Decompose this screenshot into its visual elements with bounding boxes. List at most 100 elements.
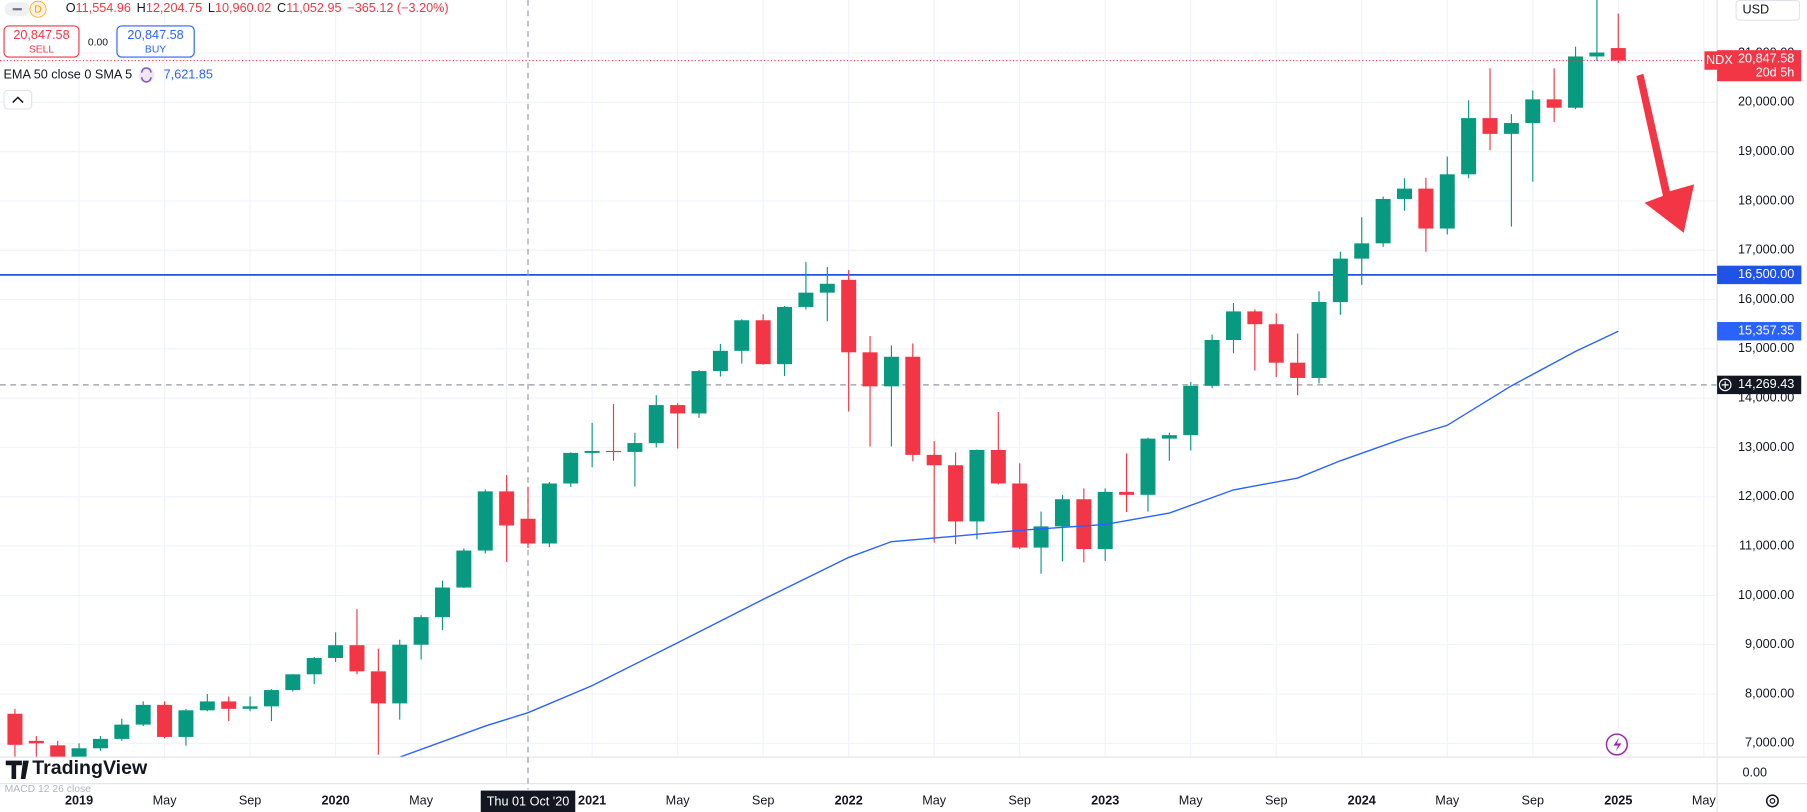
- sell-button[interactable]: [3, 25, 80, 58]
- ohlc-label: L: [208, 2, 215, 16]
- candle-body: [1033, 526, 1049, 548]
- macd-zero: 0.00: [1742, 766, 1767, 780]
- y-tick-label: 20,000.00: [1738, 95, 1794, 109]
- logo-mark: [5, 760, 29, 780]
- indicator-name: EMA 50 close 0 SMA 5: [3, 67, 132, 81]
- collapse-icon: [12, 96, 24, 104]
- candle-body: [969, 449, 985, 522]
- annotation-arrow: [1636, 73, 1695, 233]
- candle-body: [1375, 198, 1391, 244]
- y-tick-label: 17,000.00: [1738, 243, 1794, 257]
- crosshair-price-box: [1717, 375, 1802, 395]
- candle-body: [606, 450, 622, 453]
- candle-body: [392, 644, 408, 704]
- y-tick-label: 9,000.00: [1745, 637, 1794, 651]
- buy-price: 20,847.58: [127, 28, 183, 42]
- interval: D: [34, 5, 41, 16]
- x-tick-label: 2022: [835, 793, 863, 807]
- y-tick-label: 19,000.00: [1738, 144, 1794, 158]
- sell-price: 20,847.58: [13, 28, 69, 42]
- crosshair-time-box: [480, 790, 576, 812]
- settings-icon[interactable]: [1765, 794, 1779, 808]
- crosshair-price-label: 14,269.43: [1738, 377, 1794, 391]
- macd-label: MACD 12 26 close: [5, 784, 92, 795]
- last-price-countdown: 20d 5h: [1756, 66, 1795, 80]
- candle-body: [670, 405, 686, 414]
- x-tick-label: 2025: [1604, 793, 1632, 807]
- candle-body: [691, 371, 707, 414]
- candle-body: [434, 587, 450, 618]
- buy-button[interactable]: [116, 25, 195, 58]
- candle-body: [50, 745, 66, 758]
- candle-body: [1204, 339, 1220, 386]
- candle-body: [883, 356, 899, 387]
- x-tick-label: 2024: [1348, 793, 1376, 807]
- ema-label-box: [1717, 322, 1802, 341]
- candle-body: [1097, 491, 1113, 550]
- candle-body: [178, 710, 194, 737]
- collapse-button[interactable]: [3, 89, 33, 110]
- y-tick-label: 12,000.00: [1738, 489, 1794, 503]
- candle-body: [1439, 174, 1455, 229]
- candle-body: [157, 704, 173, 737]
- x-tick-label: 2020: [322, 793, 350, 807]
- candle-body: [1290, 362, 1306, 378]
- candle-body: [28, 740, 44, 744]
- price-label-box: [1717, 265, 1802, 285]
- candle-body: [1397, 188, 1412, 199]
- x-tick-label: May: [922, 793, 947, 807]
- y-tick-label: 10,000.00: [1738, 588, 1794, 602]
- candle-body: [563, 452, 579, 484]
- candle-body: [1332, 258, 1348, 303]
- x-tick-label: Sep: [239, 793, 262, 807]
- logo: TradingView: [32, 757, 148, 779]
- candle-body: [1247, 311, 1263, 325]
- candle-body: [990, 449, 1006, 484]
- x-tick-label: May: [1435, 793, 1460, 807]
- settings-icon-center: [1769, 798, 1776, 804]
- candle-body: [7, 713, 23, 745]
- candle-body: [71, 748, 87, 758]
- ohlc-label: H: [137, 2, 146, 16]
- candle-body: [1503, 123, 1519, 134]
- x-tick-label: May: [666, 793, 691, 807]
- x-tick-label: 2019: [65, 793, 93, 807]
- candle-body: [1418, 188, 1434, 229]
- crosshair-plus-glyph: [1721, 381, 1729, 389]
- candle-body: [1140, 438, 1156, 495]
- axes: 7,000.00 8,000.00 9,000.00 10,000.00 11,000.…: [65, 45, 1802, 812]
- candle-body: [734, 320, 750, 351]
- candle-body: [1225, 311, 1241, 340]
- x-tick-label: May: [1179, 793, 1204, 807]
- candle-body: [477, 491, 493, 551]
- candle-body: [1268, 324, 1284, 363]
- candle-body: [926, 454, 942, 466]
- candle-body: [905, 356, 921, 455]
- y-tick-label: 15,000.00: [1738, 341, 1794, 355]
- y-tick-label: 13,000.00: [1738, 440, 1794, 454]
- sell-label: SELL: [29, 44, 55, 55]
- candle-body: [221, 701, 237, 709]
- candle-body: [948, 465, 964, 522]
- ema-line: [399, 330, 1619, 758]
- x-tick-label: Sep: [1265, 793, 1288, 807]
- crosshair-time-label: Thu 01 Oct '20: [487, 794, 570, 808]
- candle-body: [306, 658, 322, 675]
- currency-button[interactable]: [1735, 0, 1801, 21]
- candle-body: [712, 350, 728, 372]
- candle-body: [135, 704, 151, 725]
- candle-body: [520, 518, 536, 544]
- candle-body: [1461, 118, 1477, 175]
- candle-body: [862, 352, 878, 387]
- candle-body: [328, 645, 344, 659]
- x-tick-label: May: [1692, 793, 1717, 807]
- candle-body: [1354, 243, 1370, 259]
- x-tick-label: May: [409, 793, 434, 807]
- candle-body: [1183, 385, 1199, 436]
- ohlc-value: 12,204.75: [146, 2, 202, 16]
- candle-body: [1012, 483, 1028, 548]
- candle-body: [755, 320, 771, 365]
- candle-body: [199, 701, 215, 711]
- indicator-icon[interactable]: [138, 66, 155, 83]
